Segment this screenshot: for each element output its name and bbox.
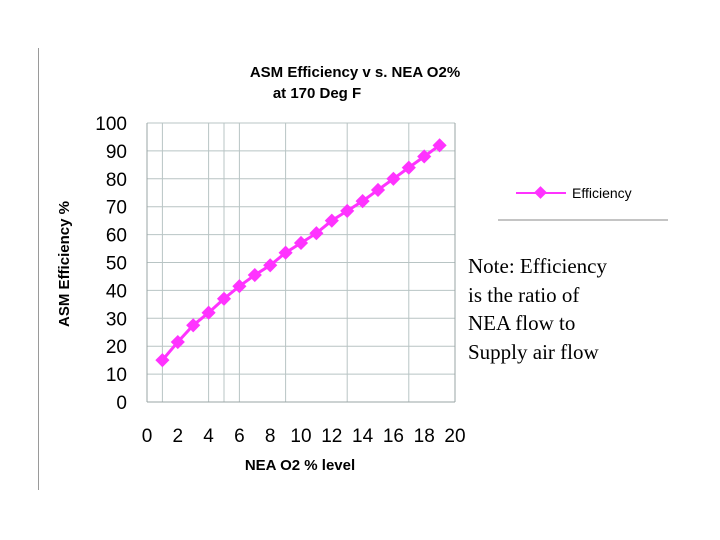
data-point-0-14 [370, 182, 386, 198]
chart-title-line-1: ASM Efficiency v s. NEA O2% [250, 64, 460, 81]
x-tick-label-20: 20 [444, 426, 465, 447]
chart-title-line-2: at 170 Deg F [273, 85, 361, 102]
y-tick-label-80: 80 [106, 170, 127, 191]
y-tick-label-40: 40 [106, 281, 127, 302]
data-point-0-8 [278, 245, 293, 260]
y-tick-label-30: 30 [106, 309, 127, 330]
x-tick-label-2: 2 [173, 426, 184, 447]
data-point-0-9 [293, 235, 309, 251]
data-point-0-17 [417, 149, 432, 164]
note: Note: Efficiency is the ratio of NEA flo… [468, 252, 688, 366]
x-tick-label-18: 18 [414, 426, 435, 447]
data-point-0-11 [324, 213, 339, 228]
y-tick-label-10: 10 [106, 365, 127, 386]
data-point-0-13 [355, 194, 370, 209]
x-tick-labels: 0 2 4 6 8 10 12 14 16 18 20 [142, 426, 466, 447]
x-tick-label-4: 4 [203, 426, 214, 447]
axes [146, 123, 456, 403]
data-point-0-1 [170, 334, 185, 350]
x-tick-label-10: 10 [290, 426, 311, 447]
x-tick-label-0: 0 [142, 426, 153, 447]
x-axis-label: NEA O2 % level [245, 457, 355, 474]
y-tick-label-100: 100 [95, 114, 127, 135]
left-rule [38, 48, 39, 490]
data-point-0-18 [432, 138, 447, 153]
x-tick-label-6: 6 [234, 426, 245, 447]
labels: ASM Efficiency v s. NEA O2% at 170 Deg F… [56, 64, 460, 474]
y-tick-labels: 0 10 20 30 40 50 60 70 80 90 100 [95, 114, 127, 414]
data-point-0-6 [247, 267, 262, 283]
data-point-0-4 [216, 291, 232, 306]
note-line-2: is the ratio of [468, 282, 580, 307]
x-tick-label-8: 8 [265, 426, 276, 447]
x-tick-label-14: 14 [352, 426, 374, 447]
y-tick-label-90: 90 [106, 142, 127, 163]
x-tick-label-16: 16 [383, 426, 404, 447]
y-tick-label-0: 0 [116, 393, 127, 414]
series-efficiency [155, 138, 447, 368]
note-line-4: Supply air flow [468, 339, 599, 364]
note-line-1: Note: Efficiency [468, 254, 607, 278]
data-point-0-10 [309, 226, 324, 241]
y-axis-label: ASM Efficiency % [56, 201, 73, 327]
legend-label-efficiency: Efficiency [572, 185, 632, 201]
data-point-0-12 [340, 203, 355, 218]
data-point-0-7 [263, 258, 278, 273]
y-tick-label-60: 60 [106, 226, 127, 247]
legend: Efficiency [498, 185, 668, 221]
data-point-0-16 [401, 160, 416, 175]
y-tick-label-50: 50 [106, 254, 127, 275]
y-tick-label-70: 70 [106, 198, 127, 219]
data-point-0-5 [232, 279, 247, 294]
legend-marker [534, 186, 547, 199]
y-tick-label-20: 20 [106, 337, 127, 358]
note-line-3: NEA flow to [468, 311, 576, 335]
data-point-0-2 [186, 318, 201, 333]
data-point-0-15 [386, 171, 401, 186]
data-point-0-0 [155, 353, 170, 368]
data-point-0-3 [201, 305, 216, 320]
x-tick-label-12: 12 [321, 426, 342, 447]
